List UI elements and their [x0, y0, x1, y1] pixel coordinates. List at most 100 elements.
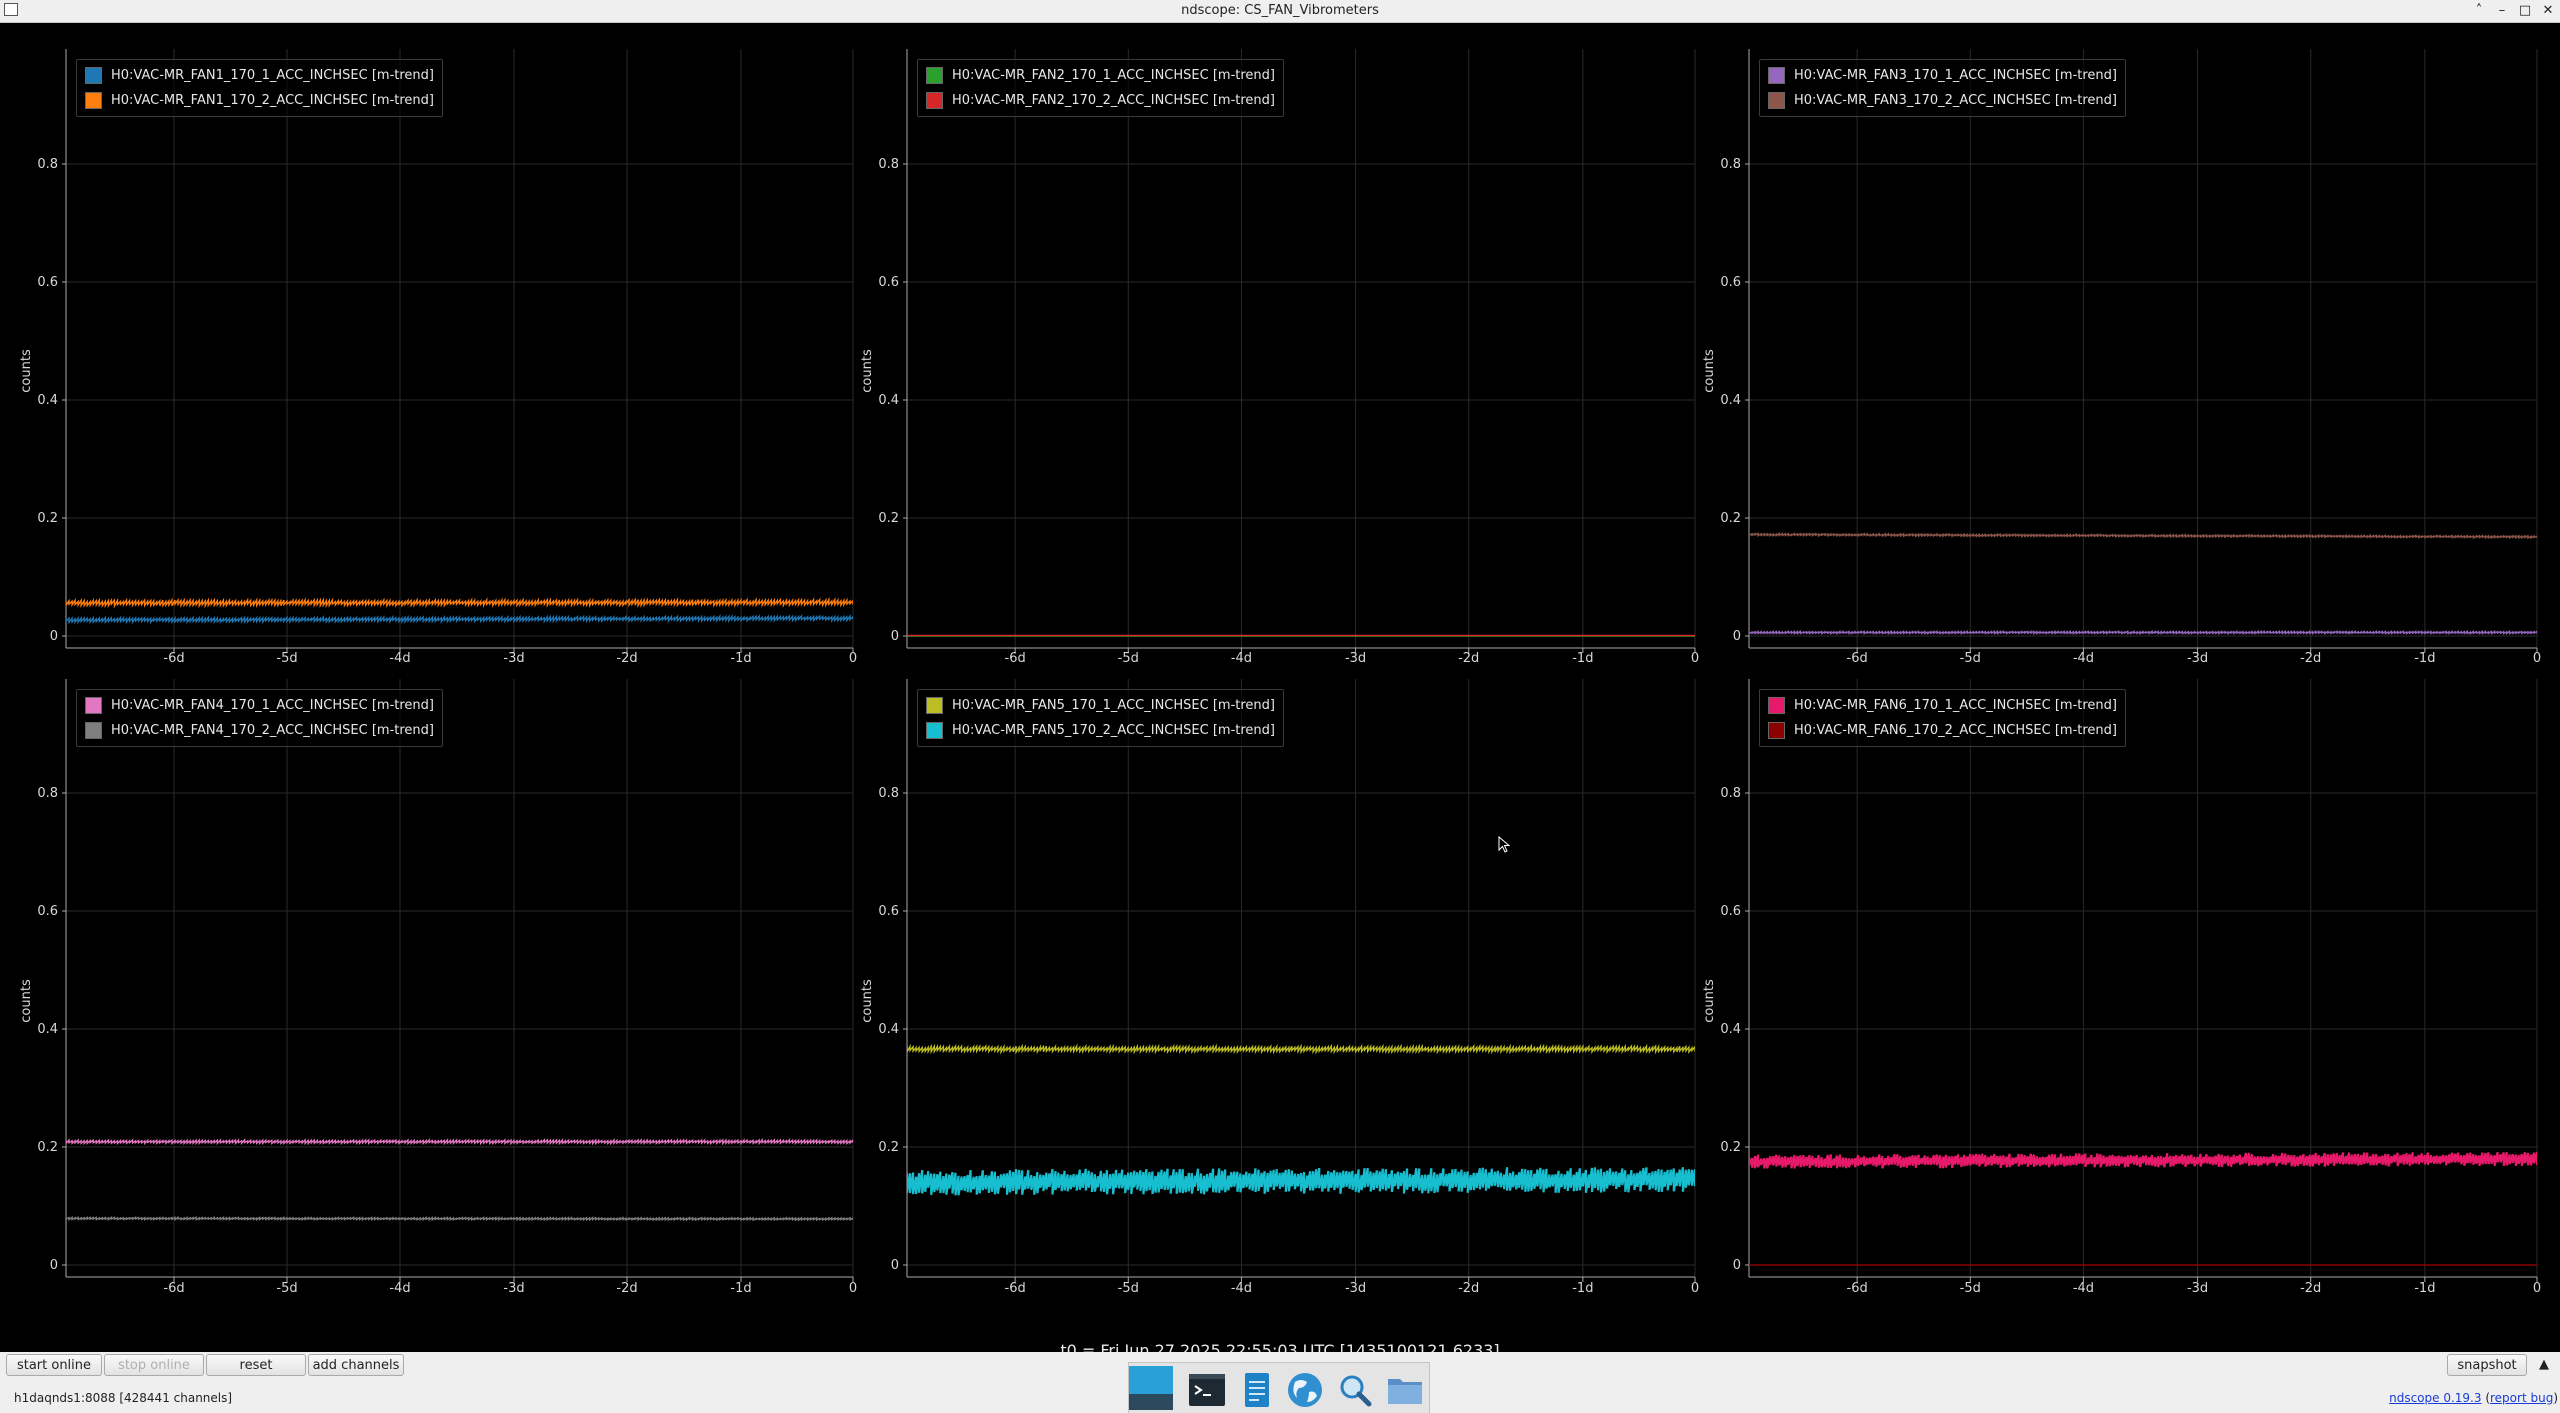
y-tick-label: 0.4 — [37, 393, 58, 408]
legend-item[interactable]: H0:VAC-MR_FAN2_170_1_ACC_INCHSEC [m-tren… — [926, 63, 1275, 88]
legend[interactable]: H0:VAC-MR_FAN6_170_1_ACC_INCHSEC [m-tren… — [1759, 689, 2126, 747]
y-tick-label: 0.4 — [878, 393, 899, 408]
x-tick-label: -1d — [2414, 651, 2435, 666]
legend[interactable]: H0:VAC-MR_FAN2_170_1_ACC_INCHSEC [m-tren… — [917, 59, 1284, 117]
x-tick-label: -4d — [389, 1281, 410, 1296]
y-tick-label: 0.4 — [878, 1022, 899, 1037]
series-line-2 — [66, 596, 853, 609]
legend-item[interactable]: H0:VAC-MR_FAN4_170_2_ACC_INCHSEC [m-tren… — [85, 718, 434, 743]
legend[interactable]: H0:VAC-MR_FAN4_170_1_ACC_INCHSEC [m-tren… — [76, 689, 443, 747]
x-tick-label: -4d — [2073, 1281, 2094, 1296]
x-tick-label: -6d — [163, 1281, 184, 1296]
window-titlebar: ndscope: CS_FAN_Vibrometers ˄ – □ ✕ — [0, 0, 2560, 23]
series-line-1 — [907, 1043, 1695, 1055]
legend-item[interactable]: H0:VAC-MR_FAN5_170_1_ACC_INCHSEC [m-tren… — [926, 693, 1275, 718]
x-tick-label: -3d — [1345, 1281, 1366, 1296]
legend[interactable]: H0:VAC-MR_FAN5_170_1_ACC_INCHSEC [m-tren… — [917, 689, 1284, 747]
text-editor-icon[interactable] — [1237, 1370, 1277, 1410]
legend-swatch — [85, 92, 102, 109]
legend-item[interactable]: H0:VAC-MR_FAN6_170_2_ACC_INCHSEC [m-tren… — [1768, 718, 2117, 743]
add-channels-button[interactable]: add channels — [308, 1354, 404, 1376]
legend-swatch — [85, 67, 102, 84]
x-tick-label: 0 — [849, 651, 857, 666]
x-tick-label: -5d — [276, 651, 297, 666]
legend-swatch — [926, 722, 943, 739]
y-axis-label: counts — [19, 349, 34, 393]
keep-above-button[interactable]: ˄ — [2475, 3, 2483, 18]
legend-item[interactable]: H0:VAC-MR_FAN1_170_2_ACC_INCHSEC [m-tren… — [85, 88, 434, 113]
stop-online-button[interactable]: stop online — [104, 1354, 204, 1376]
y-tick-label: 0.6 — [878, 904, 899, 919]
legend-swatch — [926, 697, 943, 714]
version-open-paren: ( — [2481, 1391, 2490, 1405]
y-axis-label: counts — [1702, 979, 1717, 1023]
legend-item[interactable]: H0:VAC-MR_FAN6_170_1_ACC_INCHSEC [m-tren… — [1768, 693, 2117, 718]
x-tick-label: -1d — [730, 1281, 751, 1296]
legend-item[interactable]: H0:VAC-MR_FAN3_170_2_ACC_INCHSEC [m-tren… — [1768, 88, 2117, 113]
plot-panel-3[interactable]: 0 0.2 0.4 0.6 0.8 -6d -5d -4d -3d -2d -1d 0 counts — [1702, 49, 2541, 666]
series-line-1 — [66, 1138, 853, 1146]
x-tick-label: -1d — [2414, 1281, 2435, 1296]
y-tick-label: 0.8 — [37, 157, 58, 172]
legend-swatch — [1768, 92, 1785, 109]
x-tick-label: -6d — [1847, 1281, 1868, 1296]
x-tick-label: -2d — [616, 651, 637, 666]
close-button[interactable]: ✕ — [2542, 3, 2554, 18]
y-tick-label: 0 — [50, 1258, 58, 1273]
maximize-button[interactable]: □ — [2518, 3, 2532, 18]
expand-icon[interactable]: ▲ — [2539, 1357, 2549, 1372]
plot-grid[interactable]: 0 0.2 0.4 0.6 0.8 -6d -5d -4d -3d -2d -1d 0 counts 0 0… — [0, 23, 2560, 1360]
legend-swatch — [926, 92, 943, 109]
folder-icon[interactable] — [1385, 1370, 1425, 1410]
plot-panel-1[interactable]: 0 0.2 0.4 0.6 0.8 -6d -5d -4d -3d -2d -1d 0 counts — [19, 49, 857, 666]
x-tick-label: -4d — [1231, 651, 1252, 666]
y-tick-label: 0.2 — [1720, 511, 1741, 526]
x-tick-label: -2d — [1458, 1281, 1479, 1296]
search-icon[interactable] — [1335, 1370, 1375, 1410]
legend-swatch — [85, 722, 102, 739]
reset-button[interactable]: reset — [206, 1354, 306, 1376]
version-link[interactable]: ndscope 0.19.3 — [2389, 1391, 2482, 1405]
plots-canvas[interactable]: 00.20.40.60.8-6d -5d -4d -3d -2d -1d 0counts00… — [0, 23, 2560, 1352]
x-tick-label: -1d — [730, 651, 751, 666]
legend-label: H0:VAC-MR_FAN5_170_2_ACC_INCHSEC [m-tren… — [952, 723, 1275, 738]
desktop-icon[interactable] — [1129, 1366, 1173, 1410]
version-close-paren: ) — [2553, 1391, 2558, 1405]
legend-label: H0:VAC-MR_FAN6_170_1_ACC_INCHSEC [m-tren… — [1794, 698, 2117, 713]
terminal-icon[interactable] — [1187, 1370, 1227, 1410]
legend-item[interactable]: H0:VAC-MR_FAN3_170_1_ACC_INCHSEC [m-tren… — [1768, 63, 2117, 88]
plot-panel-4[interactable]: 0 0.2 0.4 0.6 0.8 -6d -5d -4d -3d -2d -1d 0 counts — [19, 679, 857, 1296]
plot-panel-5[interactable]: 0 0.2 0.4 0.6 0.8 -6d -5d -4d -3d -2d -1d 0 counts — [860, 679, 1699, 1296]
x-tick-label: -1d — [1572, 1281, 1593, 1296]
plot-panel-2[interactable]: 0 0.2 0.4 0.6 0.8 -6d -5d -4d -3d -2d -1d 0 counts — [860, 49, 1699, 666]
x-tick-label: 0 — [2533, 651, 2541, 666]
legend-item[interactable]: H0:VAC-MR_FAN5_170_2_ACC_INCHSEC [m-tren… — [926, 718, 1275, 743]
plot-panel-6[interactable]: 0 0.2 0.4 0.6 0.8 -6d -5d -4d -3d -2d -1d 0 counts — [1702, 679, 2541, 1296]
legend-item[interactable]: H0:VAC-MR_FAN2_170_2_ACC_INCHSEC [m-tren… — [926, 88, 1275, 113]
y-tick-label: 0.6 — [1720, 904, 1741, 919]
y-tick-label: 0.2 — [37, 1140, 58, 1155]
y-tick-label: 0.6 — [37, 275, 58, 290]
legend[interactable]: H0:VAC-MR_FAN1_170_1_ACC_INCHSEC [m-tren… — [76, 59, 443, 117]
x-tick-label: -4d — [389, 651, 410, 666]
legend-label: H0:VAC-MR_FAN3_170_2_ACC_INCHSEC [m-tren… — [1794, 93, 2117, 108]
y-tick-label: 0.4 — [37, 1022, 58, 1037]
x-tick-label: -2d — [2300, 1281, 2321, 1296]
x-tick-label: -6d — [1005, 1281, 1026, 1296]
browser-icon[interactable] — [1285, 1370, 1325, 1410]
report-bug-link[interactable]: report bug — [2490, 1391, 2554, 1405]
minimize-button[interactable]: – — [2498, 3, 2506, 18]
y-tick-label: 0 — [50, 629, 58, 644]
y-tick-label: 0.8 — [878, 157, 899, 172]
series-line-1 — [66, 613, 853, 625]
legend-item[interactable]: H0:VAC-MR_FAN1_170_1_ACC_INCHSEC [m-tren… — [85, 63, 434, 88]
x-tick-label: 0 — [849, 1281, 857, 1296]
legend-swatch — [85, 697, 102, 714]
snapshot-button[interactable]: snapshot — [2447, 1354, 2527, 1376]
taskbar — [1128, 1362, 1430, 1413]
y-tick-label: 0.6 — [37, 904, 58, 919]
start-online-button[interactable]: start online — [6, 1354, 102, 1376]
legend[interactable]: H0:VAC-MR_FAN3_170_1_ACC_INCHSEC [m-tren… — [1759, 59, 2126, 117]
legend-item[interactable]: H0:VAC-MR_FAN4_170_1_ACC_INCHSEC [m-tren… — [85, 693, 434, 718]
y-axis-label: counts — [1702, 349, 1717, 393]
